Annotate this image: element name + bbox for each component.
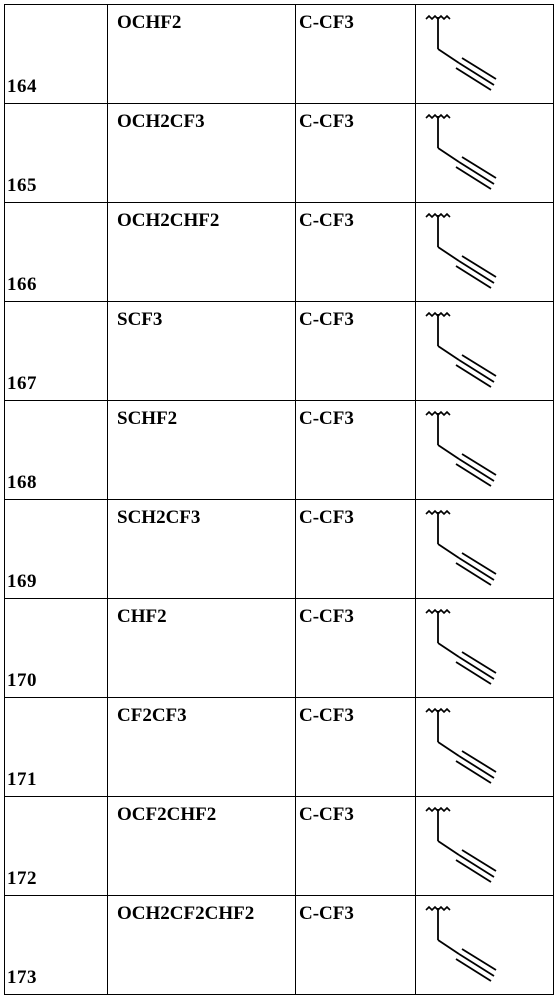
table-row: 169 SCH2CF3 C-CF3	[5, 500, 554, 599]
structure-cell	[416, 698, 554, 797]
compound-number-cell: 173	[5, 896, 108, 995]
ring-substituent: C-CF3	[299, 804, 354, 826]
ring-substituent-cell: C-CF3	[296, 896, 416, 995]
ring-substituent-cell: C-CF3	[296, 302, 416, 401]
butynyl-structure-icon	[420, 207, 504, 291]
table-row: 167 SCF3 C-CF3	[5, 302, 554, 401]
ring-substituent-cell: C-CF3	[296, 203, 416, 302]
compound-number-cell: 172	[5, 797, 108, 896]
compound-number-cell: 167	[5, 302, 108, 401]
table-row: 170 CHF2 C-CF3	[5, 599, 554, 698]
butynyl-structure-icon	[420, 603, 504, 687]
compound-number-cell: 164	[5, 5, 108, 104]
structure-cell	[416, 5, 554, 104]
butynyl-structure-icon	[420, 702, 504, 786]
ring-substituent-cell: C-CF3	[296, 5, 416, 104]
table-row: 172 OCF2CHF2 C-CF3	[5, 797, 554, 896]
substituent-formula: CF2CF3	[117, 705, 187, 727]
substituent-formula: OCH2CF2CHF2	[117, 903, 254, 925]
ring-substituent: C-CF3	[299, 903, 354, 925]
substituent-formula: OCHF2	[117, 12, 181, 34]
butynyl-structure-icon	[420, 405, 504, 489]
structure-cell	[416, 104, 554, 203]
ring-substituent: C-CF3	[299, 606, 354, 628]
structure-cell	[416, 896, 554, 995]
compound-number-cell: 170	[5, 599, 108, 698]
compound-number: 169	[7, 571, 37, 593]
substituent-cell: SCF3	[108, 302, 296, 401]
compound-number: 173	[7, 967, 37, 989]
substituent-formula: SCF3	[117, 309, 162, 331]
table-body: 164 OCHF2 C-CF3 165 OCH2	[5, 5, 554, 995]
ring-substituent-cell: C-CF3	[296, 599, 416, 698]
ring-substituent-cell: C-CF3	[296, 401, 416, 500]
substituent-cell: CHF2	[108, 599, 296, 698]
butynyl-structure-icon	[420, 306, 504, 390]
compound-number: 164	[7, 76, 37, 98]
compound-number: 167	[7, 373, 37, 395]
substituent-cell: OCHF2	[108, 5, 296, 104]
ring-substituent: C-CF3	[299, 705, 354, 727]
compound-number: 172	[7, 868, 37, 890]
substituent-cell: OCH2CF3	[108, 104, 296, 203]
table-row: 165 OCH2CF3 C-CF3	[5, 104, 554, 203]
ring-substituent-cell: C-CF3	[296, 500, 416, 599]
compound-number: 171	[7, 769, 37, 791]
ring-substituent: C-CF3	[299, 309, 354, 331]
table-row: 164 OCHF2 C-CF3	[5, 5, 554, 104]
table-row: 173 OCH2CF2CHF2 C-CF3	[5, 896, 554, 995]
butynyl-structure-icon	[420, 108, 504, 192]
substituent-formula: SCHF2	[117, 408, 177, 430]
ring-substituent-cell: C-CF3	[296, 797, 416, 896]
compound-number: 168	[7, 472, 37, 494]
compound-number-cell: 169	[5, 500, 108, 599]
substituent-cell: OCF2CHF2	[108, 797, 296, 896]
ring-substituent: C-CF3	[299, 12, 354, 34]
structure-cell	[416, 203, 554, 302]
ring-substituent: C-CF3	[299, 507, 354, 529]
ring-substituent-cell: C-CF3	[296, 104, 416, 203]
substituent-formula: OCH2CHF2	[117, 210, 219, 232]
compound-number-cell: 166	[5, 203, 108, 302]
compound-number-cell: 171	[5, 698, 108, 797]
ring-substituent-cell: C-CF3	[296, 698, 416, 797]
table-row: 166 OCH2CHF2 C-CF3	[5, 203, 554, 302]
compound-number: 170	[7, 670, 37, 692]
table-row: 168 SCHF2 C-CF3	[5, 401, 554, 500]
structure-cell	[416, 599, 554, 698]
structure-cell	[416, 401, 554, 500]
structure-cell	[416, 797, 554, 896]
compound-number: 165	[7, 175, 37, 197]
compound-number: 166	[7, 274, 37, 296]
substituent-formula: SCH2CF3	[117, 507, 200, 529]
structure-cell	[416, 500, 554, 599]
substituent-cell: OCH2CHF2	[108, 203, 296, 302]
structure-cell	[416, 302, 554, 401]
substituent-cell: OCH2CF2CHF2	[108, 896, 296, 995]
ring-substituent: C-CF3	[299, 210, 354, 232]
ring-substituent: C-CF3	[299, 408, 354, 430]
substituent-formula: OCH2CF3	[117, 111, 205, 133]
table-row: 171 CF2CF3 C-CF3	[5, 698, 554, 797]
substituent-cell: SCH2CF3	[108, 500, 296, 599]
substituent-formula: CHF2	[117, 606, 167, 628]
compound-number-cell: 168	[5, 401, 108, 500]
compound-table: 164 OCHF2 C-CF3 165 OCH2	[4, 4, 554, 995]
butynyl-structure-icon	[420, 900, 504, 984]
substituent-cell: SCHF2	[108, 401, 296, 500]
compound-number-cell: 165	[5, 104, 108, 203]
ring-substituent: C-CF3	[299, 111, 354, 133]
butynyl-structure-icon	[420, 801, 504, 885]
substituent-formula: OCF2CHF2	[117, 804, 216, 826]
substituent-cell: CF2CF3	[108, 698, 296, 797]
butynyl-structure-icon	[420, 504, 504, 588]
butynyl-structure-icon	[420, 9, 504, 93]
